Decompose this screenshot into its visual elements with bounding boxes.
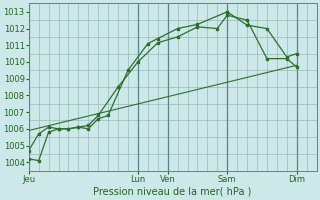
- X-axis label: Pression niveau de la mer( hPa ): Pression niveau de la mer( hPa ): [93, 187, 252, 197]
